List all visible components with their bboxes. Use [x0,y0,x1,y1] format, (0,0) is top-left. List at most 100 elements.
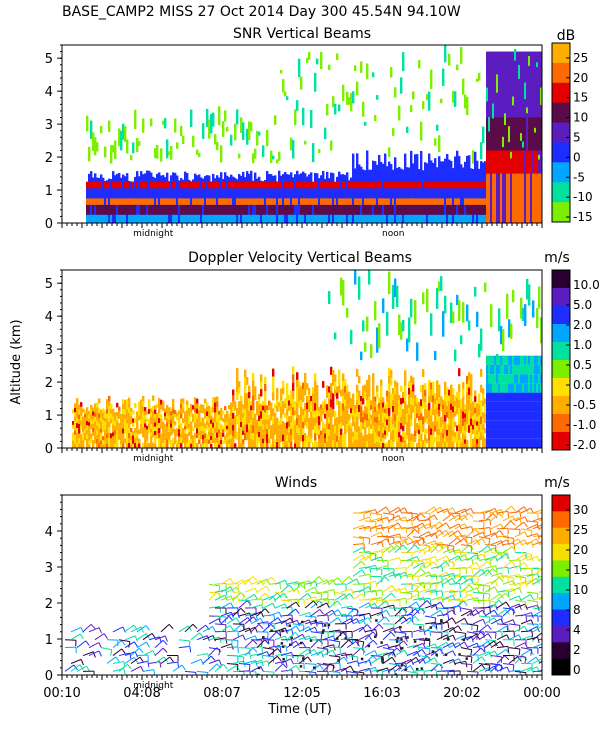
doppler-cell [464,435,467,440]
snr-cell [114,204,117,215]
doppler-cell [484,413,487,419]
doppler-cell [238,441,241,448]
doppler-cell [424,409,427,416]
doppler-cell [436,434,439,442]
doppler-cell [402,392,405,398]
wind-barb [406,656,417,664]
doppler-cell [146,418,149,423]
doppler-cell [102,424,105,429]
wind-barb [64,646,77,649]
snr-cell [282,79,285,93]
wind-barb [286,619,298,625]
doppler-cell [218,433,221,437]
doppler-cell [298,381,301,389]
doppler-cell [292,366,295,375]
snr-cell [270,214,273,223]
wind-barb [262,595,274,601]
doppler-cell [392,411,395,418]
snr-cell [140,214,143,223]
doppler-cell [326,429,329,436]
wind-barb-flag [295,640,300,647]
doppler-cell [142,421,145,428]
snr-cell [360,61,363,73]
doppler-cell [410,375,413,383]
snr-cell [220,198,223,205]
snr-cell [374,188,377,199]
doppler-cell [420,413,423,421]
snr-cell [238,181,241,189]
snr-cell [120,181,123,189]
doppler-cell [540,355,542,365]
wind-barb-flag [404,649,408,656]
wind-barb-flag [242,656,245,663]
wind-barb-flag [301,641,306,648]
snr-cell [506,117,509,151]
doppler-cell [452,311,455,324]
wind-barb [286,598,298,601]
wind-barb [160,656,171,664]
snr-cell [218,214,221,223]
wind-barb-flag [402,544,408,550]
wind-barb [364,655,374,664]
wind-barb [406,539,418,546]
doppler-cell [430,395,433,403]
snr-cell [168,181,171,189]
doppler-cell [94,416,97,422]
doppler-cell [376,391,379,398]
snr-cell [472,181,475,189]
doppler-cell [314,440,317,448]
doppler-cell [528,429,531,439]
doppler-cell [148,428,151,434]
doppler-cell [212,417,215,423]
doppler-cell [248,392,251,399]
snr-cell [380,214,383,223]
wind-barb-flag [399,557,402,564]
snr-cell [118,198,121,205]
wind-barb [364,564,376,569]
doppler-cell [206,406,209,412]
wind-barb-flag [276,655,282,662]
doppler-cell [502,392,505,402]
doppler-cell [336,392,339,399]
doppler-cell [514,420,517,430]
doppler-cell [240,432,243,438]
doppler-cell [374,411,377,418]
snr-cell [388,188,391,199]
snr-cell [176,142,179,149]
doppler-cell [198,422,201,427]
doppler-cell [506,355,509,365]
doppler-cell [426,288,429,313]
doppler-cell [420,434,423,442]
doppler-cell [534,420,537,430]
doppler-cell [98,443,101,448]
snr-cell [176,175,179,223]
doppler-cell [90,404,93,410]
snr-cell [194,181,197,189]
wind-barb [358,516,370,522]
doppler-cell [154,418,157,423]
doppler-cell [460,443,463,448]
snr-cell [526,150,529,174]
doppler-cell [536,364,539,375]
wind-barb [136,654,149,657]
snr-cell [308,204,311,215]
doppler-cell [416,413,419,419]
wind-barb [424,643,436,649]
snr-cell [442,188,445,199]
wind-barb-flag [103,633,108,639]
snr-cell [320,181,323,189]
wind-barb [298,635,310,641]
doppler-cell [422,392,425,401]
doppler-cell [124,428,127,434]
doppler-cell [452,418,455,425]
doppler-cell [476,412,479,417]
snr-cell [420,181,423,189]
wind-barb [406,608,416,617]
doppler-cell [94,439,97,444]
doppler-cell [392,399,395,406]
snr-cell [292,198,295,205]
doppler-cell [102,428,105,433]
doppler-cell [418,415,421,421]
doppler-cell [298,428,301,435]
wind-barb-flag [414,528,420,534]
